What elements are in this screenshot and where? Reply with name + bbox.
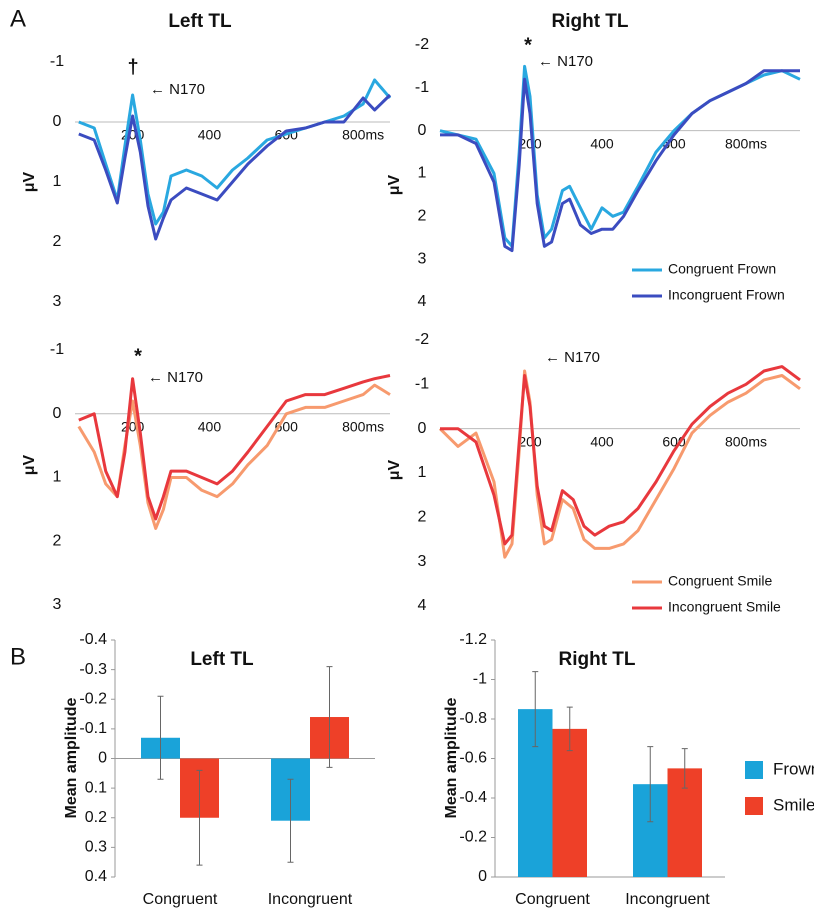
annotation: † [127,56,138,78]
y-tick-label: 0.4 [85,868,107,885]
y-tick-label: 4 [418,597,427,614]
x-tick-label: 800ms [342,418,384,434]
x-tick-label: 800ms [725,135,767,151]
y-tick-label: -0.4 [459,789,487,806]
y-tick-label: 2 [418,208,427,225]
legend-swatch [745,761,763,779]
legend-label: Congruent Frown [668,261,776,277]
series-line [78,93,392,241]
y-axis-label: μV [21,454,38,475]
y-tick-label: 3 [418,250,427,267]
y-tick-label: -1 [415,376,429,393]
y-tick-label: 0 [53,405,62,422]
legend-label: Frown [773,759,814,778]
x-tick-label: 400 [590,433,614,449]
y-tick-label: -2 [415,331,429,348]
y-tick-label: 2 [418,509,427,526]
y-tick-label: 2 [53,532,62,549]
y-tick-label: -1.2 [459,631,487,648]
y-tick-label: 1 [53,173,62,190]
y-tick-label: 3 [53,293,62,310]
error-bar [681,748,688,789]
y-axis-label: Mean amplitude [63,697,80,818]
y-tick-label: -0.3 [79,661,107,678]
legend-label: Smile [773,795,814,814]
panel-label: A [10,5,26,32]
chart-title: Right TL [551,11,628,32]
x-tick-label: 600 [662,433,686,449]
chart-title: Left TL [168,11,232,32]
y-tick-label: -0.6 [459,750,487,767]
annotation: * [524,34,532,56]
y-tick-label: 2 [53,233,62,250]
error-bar [196,769,203,866]
legend-label: Incongruent Frown [668,287,785,303]
y-tick-label: 0 [53,113,62,130]
y-tick-label: 1 [418,165,427,182]
y-tick-label: -0.2 [459,829,487,846]
y-tick-label: 0.1 [85,779,107,796]
y-tick-label: -1 [473,671,487,688]
y-tick-label: -0.1 [79,720,107,737]
y-tick-label: 0 [478,868,487,885]
x-tick-label: Incongruent [268,891,353,908]
y-tick-label: -1 [50,341,64,358]
series-line [438,369,801,559]
series-line [78,374,391,521]
x-tick-label: 800ms [342,127,384,143]
y-tick-label: -0.4 [79,631,107,648]
y-tick-label: 1 [53,469,62,486]
annotation: ← N170 [150,81,205,98]
y-axis-label: μV [386,459,403,480]
legend-label: Incongruent Smile [668,599,781,615]
x-tick-label: Incongruent [625,891,710,908]
x-tick-label: 400 [198,127,222,143]
chart-title: Left TL [190,649,254,670]
y-tick-label: 1 [418,464,427,481]
error-bar [532,671,539,748]
legend-swatch [745,797,763,815]
y-axis-label: μV [386,174,403,195]
annotation: ← N170 [538,53,593,70]
error-bar [566,706,573,752]
y-tick-label: -1 [50,53,64,70]
bar [552,728,587,877]
y-axis-label: μV [21,171,38,192]
x-tick-label: 200 [518,135,542,151]
x-tick-label: 800ms [725,433,767,449]
error-bar [287,778,294,863]
legend-label: Congruent Smile [668,573,772,589]
y-tick-label: 0.2 [85,809,107,826]
y-tick-label: 0.3 [85,839,107,856]
x-tick-label: Congruent [515,891,590,908]
annotation: ← N170 [545,349,600,366]
y-tick-label: 3 [53,596,62,613]
x-tick-label: 400 [590,135,614,151]
y-tick-label: 3 [418,553,427,570]
x-tick-label: 200 [518,433,542,449]
y-axis-label: Mean amplitude [443,697,460,818]
x-tick-label: Congruent [143,891,218,908]
chart-title: Right TL [558,649,635,670]
y-tick-label: 0 [418,420,427,437]
error-bar [326,666,333,768]
y-tick-label: -1 [415,79,429,96]
y-tick-label: -0.2 [79,690,107,707]
error-bar [157,695,164,780]
y-tick-label: -0.8 [459,710,487,727]
series-line [440,365,801,546]
annotation: ← N170 [148,369,203,386]
y-tick-label: -2 [415,36,429,53]
panel-label: B [10,643,26,670]
x-tick-label: 400 [198,418,222,434]
y-tick-label: 0 [418,122,427,139]
annotation: * [134,345,142,367]
y-tick-label: 0 [98,750,107,767]
series-line [440,69,800,253]
error-bar [647,746,654,823]
y-tick-label: 4 [418,293,427,310]
